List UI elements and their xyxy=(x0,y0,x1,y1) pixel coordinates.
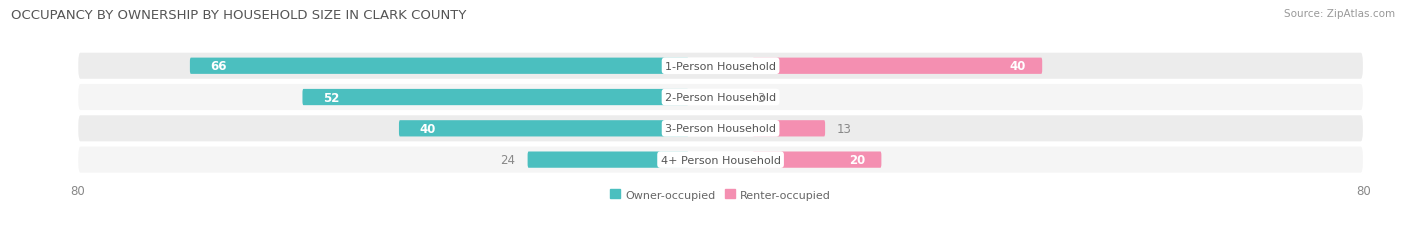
FancyBboxPatch shape xyxy=(527,152,689,168)
Text: OCCUPANCY BY OWNERSHIP BY HOUSEHOLD SIZE IN CLARK COUNTY: OCCUPANCY BY OWNERSHIP BY HOUSEHOLD SIZE… xyxy=(11,9,467,22)
FancyBboxPatch shape xyxy=(77,52,1364,80)
FancyBboxPatch shape xyxy=(77,84,1364,112)
FancyBboxPatch shape xyxy=(77,115,1364,143)
FancyBboxPatch shape xyxy=(302,89,689,106)
Text: 66: 66 xyxy=(209,60,226,73)
Text: 52: 52 xyxy=(322,91,339,104)
Text: 40: 40 xyxy=(419,122,436,135)
Text: 3: 3 xyxy=(756,91,763,104)
Text: 1-Person Household: 1-Person Household xyxy=(665,61,776,71)
FancyBboxPatch shape xyxy=(77,146,1364,174)
FancyBboxPatch shape xyxy=(752,58,1042,75)
FancyBboxPatch shape xyxy=(399,121,689,137)
Text: 4+ Person Household: 4+ Person Household xyxy=(661,155,780,165)
FancyBboxPatch shape xyxy=(752,152,882,168)
Legend: Owner-occupied, Renter-occupied: Owner-occupied, Renter-occupied xyxy=(606,185,835,204)
Text: 13: 13 xyxy=(837,122,852,135)
Text: 3-Person Household: 3-Person Household xyxy=(665,124,776,134)
FancyBboxPatch shape xyxy=(752,121,825,137)
Text: Source: ZipAtlas.com: Source: ZipAtlas.com xyxy=(1284,9,1395,19)
Text: 24: 24 xyxy=(501,153,516,166)
Text: 20: 20 xyxy=(849,153,865,166)
Text: 40: 40 xyxy=(1010,60,1026,73)
Text: 2-Person Household: 2-Person Household xyxy=(665,93,776,103)
FancyBboxPatch shape xyxy=(190,58,689,75)
